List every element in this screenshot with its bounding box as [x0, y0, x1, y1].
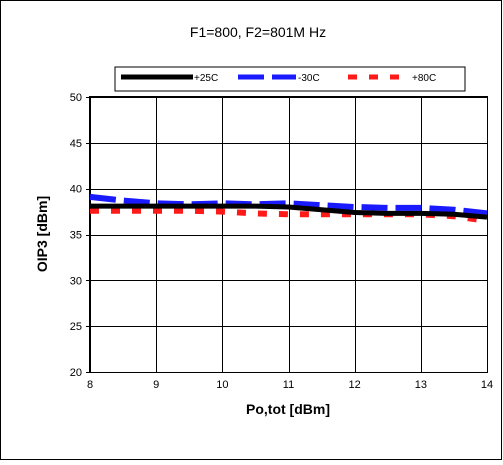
- series-lines: [89, 193, 488, 224]
- legend: +25C -30C +80C: [114, 66, 466, 92]
- x-tick-label: 9: [153, 379, 159, 391]
- x-tick-label: 8: [87, 379, 93, 391]
- y-tick-label: 45: [70, 138, 82, 150]
- x-tick-label: 13: [415, 379, 427, 391]
- chart-title: F1=800, F2=801M Hz: [190, 24, 326, 40]
- y-tick-label: 20: [70, 367, 82, 379]
- legend-label-minus30c: -30C: [298, 73, 320, 84]
- x-axis-label: Po,tot [dBm]: [246, 401, 330, 417]
- x-tick-label: 10: [216, 379, 228, 391]
- y-tick-label: 35: [70, 230, 82, 242]
- series-line-80c: [90, 207, 488, 224]
- y-tick-label: 40: [70, 184, 82, 196]
- y-tick-label: 25: [70, 321, 82, 333]
- x-tick-label: 14: [481, 379, 493, 391]
- x-tick-label: 11: [283, 379, 294, 391]
- plot-area-border: [89, 96, 488, 373]
- legend-label-80c: +80C: [412, 73, 436, 84]
- y-axis-label: OIP3 [dBm]: [34, 196, 50, 272]
- x-tick-label: 12: [349, 379, 361, 391]
- series-line-25c: [90, 203, 488, 220]
- legend-label-25c: +25C: [194, 73, 218, 84]
- series-line-30c: [89, 193, 488, 217]
- tick-labels: 8 9 10 11 12 13 14 20 25 30 35 40 45 50: [70, 92, 493, 391]
- y-tick-label: 30: [70, 275, 82, 287]
- y-tick-label: 50: [70, 92, 82, 104]
